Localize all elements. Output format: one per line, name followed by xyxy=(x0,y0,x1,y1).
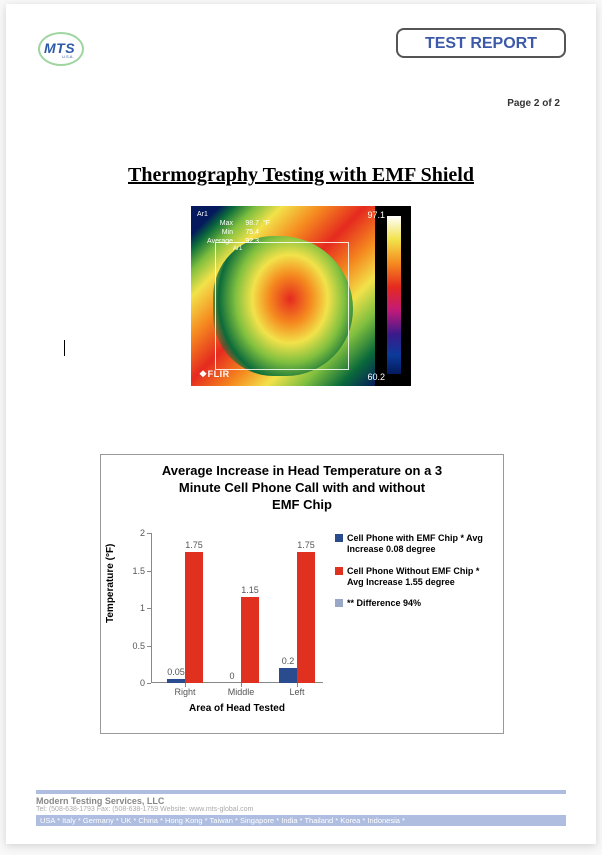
thermal-row: Average 92.3 xyxy=(197,237,270,246)
legend-swatch xyxy=(335,534,343,542)
legend-item: Cell Phone with EMF Chip * Avg Increase … xyxy=(335,533,495,556)
thermal-row: Min 75.4 xyxy=(197,228,270,237)
y-tick-label: 1 xyxy=(127,603,145,613)
y-tick xyxy=(147,683,151,684)
page-number: Page 2 of 2 xyxy=(507,98,560,109)
scale-max: 97.1 xyxy=(367,210,385,220)
bar: 1.15 xyxy=(241,597,259,683)
thermal-row: Max 98.7 °F xyxy=(197,219,270,228)
bar: 0.2 xyxy=(279,668,297,683)
bar-value-label: 0.2 xyxy=(282,656,295,666)
chart-title-l1: Average Increase in Head Temperature on … xyxy=(162,463,442,478)
x-tick-label: Left xyxy=(289,687,304,697)
y-tick-label: 1.5 xyxy=(127,566,145,576)
chart-title-l3: EMF Chip xyxy=(272,497,332,512)
plot-area: 00.511.520.051.75Right01.15Middle0.21.75… xyxy=(151,533,323,683)
logo-subtext: U.S.A. xyxy=(62,54,74,59)
logo: MTS U.S.A. xyxy=(38,32,98,68)
x-tick-label: Right xyxy=(174,687,195,697)
thermal-ar: Ar1 xyxy=(197,210,215,219)
y-tick-label: 2 xyxy=(127,528,145,538)
y-tick xyxy=(147,571,151,572)
chart-title: Average Increase in Head Temperature on … xyxy=(101,455,503,518)
thermal-sublabel: Ar1 xyxy=(233,246,270,254)
x-tick-label: Middle xyxy=(228,687,255,697)
y-axis-label: Temperature (°F) xyxy=(105,544,116,623)
thermal-unit: °F xyxy=(263,220,270,227)
legend: Cell Phone with EMF Chip * Avg Increase … xyxy=(335,533,495,619)
thermal-image: Ar1Max98.7°FMin75.4Average92.3Ar1 ❖FLIR … xyxy=(191,206,411,386)
thermal-key: Max xyxy=(197,219,233,228)
y-tick xyxy=(147,646,151,647)
y-tick-label: 0.5 xyxy=(127,641,145,651)
flir-logo: ❖FLIR xyxy=(199,369,230,380)
footer-contact: Tel: (508-638-1793 Fax: (508-638-1759 We… xyxy=(36,806,566,813)
color-scale xyxy=(387,216,401,374)
bar-value-label: 1.75 xyxy=(297,540,315,550)
page-title: Thermography Testing with EMF Shield xyxy=(6,164,596,187)
thermal-key: Average xyxy=(197,237,233,246)
x-axis-label: Area of Head Tested xyxy=(151,703,323,714)
scale-min: 60.2 xyxy=(367,372,385,382)
chart-card: Average Increase in Head Temperature on … xyxy=(100,454,504,734)
text-cursor xyxy=(64,340,65,356)
thermal-val: 92.3 xyxy=(237,237,259,246)
chart-title-l2: Minute Cell Phone Call with and without xyxy=(179,480,425,495)
legend-label: Cell Phone Without EMF Chip * Avg Increa… xyxy=(347,566,495,589)
bar-value-label: 0 xyxy=(229,671,234,681)
bar-value-label: 1.75 xyxy=(185,540,203,550)
thermal-key: Min xyxy=(197,228,233,237)
y-tick xyxy=(147,608,151,609)
legend-swatch xyxy=(335,599,343,607)
footer-company: Modern Testing Services, LLC xyxy=(36,796,566,806)
footer-countries: USA * Italy * Germany * UK * China * Hon… xyxy=(36,815,566,826)
thermal-val: 75.4 xyxy=(237,228,259,237)
bar: 1.75 xyxy=(297,552,315,683)
chart-body: Temperature (°F) 00.511.520.051.75Right0… xyxy=(101,525,503,733)
y-axis-line xyxy=(151,533,152,683)
thermal-val: 98.7 xyxy=(237,219,259,228)
legend-label: ** Difference 94% xyxy=(347,598,421,609)
bar-value-label: 0.05 xyxy=(167,667,185,677)
thermal-roi-box xyxy=(215,242,349,370)
legend-label: Cell Phone with EMF Chip * Avg Increase … xyxy=(347,533,495,556)
y-tick xyxy=(147,533,151,534)
y-tick-label: 0 xyxy=(127,678,145,688)
legend-item: Cell Phone Without EMF Chip * Avg Increa… xyxy=(335,566,495,589)
bar: 0.05 xyxy=(167,679,185,683)
thermal-gradient: Ar1Max98.7°FMin75.4Average92.3Ar1 ❖FLIR xyxy=(191,206,375,386)
footer: Modern Testing Services, LLC Tel: (508-6… xyxy=(36,790,566,826)
legend-item: ** Difference 94% xyxy=(335,598,495,609)
thermal-readouts: Ar1Max98.7°FMin75.4Average92.3Ar1 xyxy=(197,210,270,254)
footer-rule-top xyxy=(36,790,566,794)
page: MTS U.S.A. TEST REPORT Page 2 of 2 Therm… xyxy=(6,4,596,844)
legend-swatch xyxy=(335,567,343,575)
bar: 1.75 xyxy=(185,552,203,683)
bar-value-label: 1.15 xyxy=(241,585,259,595)
report-badge: TEST REPORT xyxy=(396,28,566,58)
